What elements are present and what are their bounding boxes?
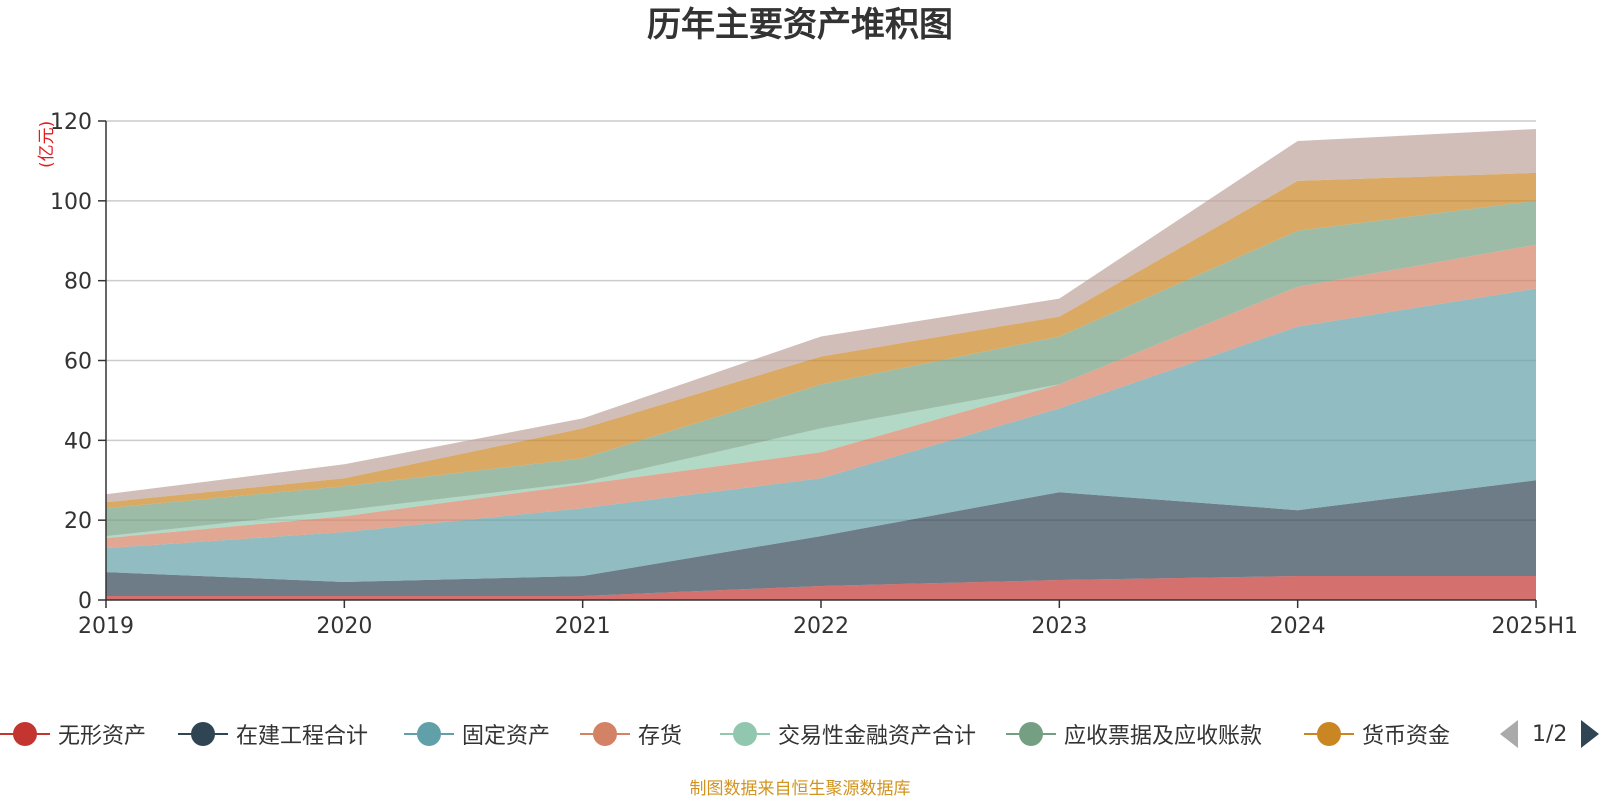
area-series-7[interactable] xyxy=(106,172,1536,509)
legend-marker-icon xyxy=(720,719,770,749)
area-series-3[interactable] xyxy=(106,288,1536,582)
x-tick-label: 2021 xyxy=(555,614,611,639)
x-tick-label: 2020 xyxy=(316,614,372,639)
legend-item-6[interactable]: 应收票据及应收账款 xyxy=(1006,714,1262,754)
y-tick-label: 120 xyxy=(50,110,92,135)
legend-item-5[interactable]: 交易性金融资产合计 xyxy=(720,714,976,754)
data-source-note: 制图数据来自恒生聚源数据库 xyxy=(689,779,911,799)
legend-item-3[interactable]: 固定资产 xyxy=(404,714,550,754)
x-tick-label: 2023 xyxy=(1031,614,1087,639)
axis-layer: 0 20 40 60 80 100 120 2019 2020 2021 2022 2023 2024 2… xyxy=(50,110,1578,639)
legend-marker-icon xyxy=(1006,719,1056,749)
legend-item-7[interactable]: 货币资金 xyxy=(1304,714,1450,754)
x-tick-label: 2025H1 xyxy=(1491,614,1578,639)
legend-pager: 1/2 xyxy=(1500,714,1600,754)
legend-marker-icon xyxy=(1304,719,1354,749)
legend-label: 无形资产 xyxy=(58,724,147,749)
legend-marker-icon xyxy=(580,719,630,749)
x-tick-label: 2019 xyxy=(78,614,134,639)
area-layer xyxy=(106,129,1536,600)
y-tick-label: 60 xyxy=(64,350,92,375)
legend: 无形资产 在建工程合计 固定资产 存货 交易性金融资产合计 应收票据及应收账款 货币资金 xyxy=(0,714,1600,754)
legend-item-2[interactable]: 在建工程合计 xyxy=(178,714,368,754)
area-series-8[interactable] xyxy=(106,129,1536,503)
legend-label: 应收票据及应收账款 xyxy=(1064,724,1263,749)
legend-label: 在建工程合计 xyxy=(236,724,369,749)
area-series-4[interactable] xyxy=(106,244,1536,549)
y-tick-label: 20 xyxy=(64,509,92,534)
y-tick-label: 0 xyxy=(78,589,92,614)
legend-item-1[interactable]: 无形资产 xyxy=(0,714,146,754)
area-series-2[interactable] xyxy=(106,480,1536,596)
y-tick-label: 80 xyxy=(64,270,92,295)
legend-label: 存货 xyxy=(638,724,683,749)
legend-page-indicator: 1/2 xyxy=(1532,721,1568,747)
area-series-6[interactable] xyxy=(106,200,1536,537)
x-tick-label: 2022 xyxy=(793,614,849,639)
legend-label: 货币资金 xyxy=(1362,724,1451,749)
legend-prev-page-icon[interactable] xyxy=(1500,720,1518,748)
legend-label: 交易性金融资产合计 xyxy=(778,724,977,749)
legend-item-4[interactable]: 存货 xyxy=(580,714,682,754)
x-tick-label: 2024 xyxy=(1270,614,1326,639)
y-tick-label: 100 xyxy=(50,190,92,215)
chart-title: 历年主要资产堆积图 xyxy=(647,5,953,45)
area-series-1[interactable] xyxy=(106,576,1536,600)
legend-label: 固定资产 xyxy=(462,724,551,749)
legend-marker-icon xyxy=(404,719,454,749)
y-tick-label: 40 xyxy=(64,429,92,454)
legend-marker-icon xyxy=(178,719,228,749)
legend-next-page-icon[interactable] xyxy=(1581,720,1600,748)
legend-marker-icon xyxy=(0,719,50,749)
